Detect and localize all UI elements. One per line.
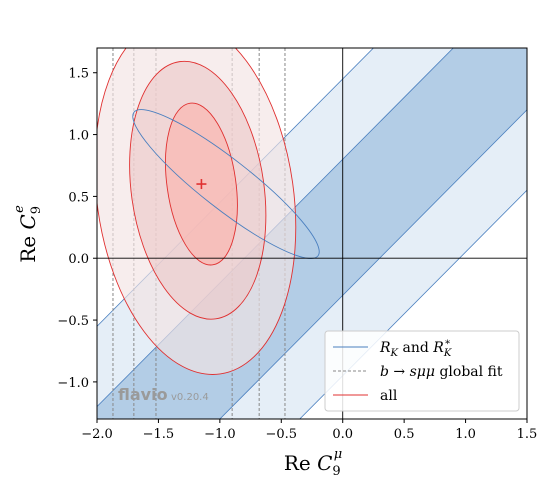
legend-label-global: b → sμμ global fit	[380, 364, 503, 380]
flavio-watermark: flavio v0.20.4	[118, 385, 209, 404]
best-fit-marker	[196, 179, 207, 190]
legend-box	[324, 330, 520, 412]
y-tick-label: −0.5	[57, 314, 89, 329]
x-axis-ticks: −2.0 −1.5 −1.0 −0.5 0.0 0.5 1.0 1.5	[81, 419, 537, 442]
legend: RK and RK∗ b → sμμ global fit all	[324, 330, 520, 412]
watermark-brand: flavio	[118, 385, 168, 404]
x-tick-label: 1.0	[455, 427, 476, 442]
x-axis-label: Re C9μ	[284, 447, 342, 479]
plot-frame	[96, 47, 528, 420]
rk-inner-contour	[132, 109, 320, 259]
x-tick-label: 1.5	[517, 427, 538, 442]
x-tick-label: 0.0	[332, 427, 353, 442]
watermark-version: v0.20.4	[171, 392, 209, 403]
all-contours-group	[97, 48, 320, 375]
svg-text:Re C9e: Re C9e	[12, 205, 44, 263]
svg-text:Re C9μ: Re C9μ	[284, 447, 342, 479]
y-tick-label: 0.5	[68, 190, 89, 205]
y-tick-label: −1.0	[57, 376, 89, 391]
y-axis-ticks: −1.0 −0.5 0.0 0.5 1.0 1.5	[57, 67, 97, 391]
legend-label-all: all	[380, 388, 398, 404]
y-tick-label: 1.5	[68, 67, 89, 82]
x-tick-label: −0.5	[265, 427, 297, 442]
legend-label-rk: RK and RK∗	[379, 337, 452, 359]
x-tick-label: 0.5	[394, 427, 415, 442]
y-tick-label: 0.0	[68, 252, 89, 267]
x-tick-label: −1.0	[204, 427, 236, 442]
y-tick-label: 1.0	[68, 129, 89, 144]
x-tick-label: −2.0	[81, 427, 113, 442]
x-tick-label: −1.5	[143, 427, 175, 442]
y-axis-label: Re C9e	[12, 205, 44, 263]
